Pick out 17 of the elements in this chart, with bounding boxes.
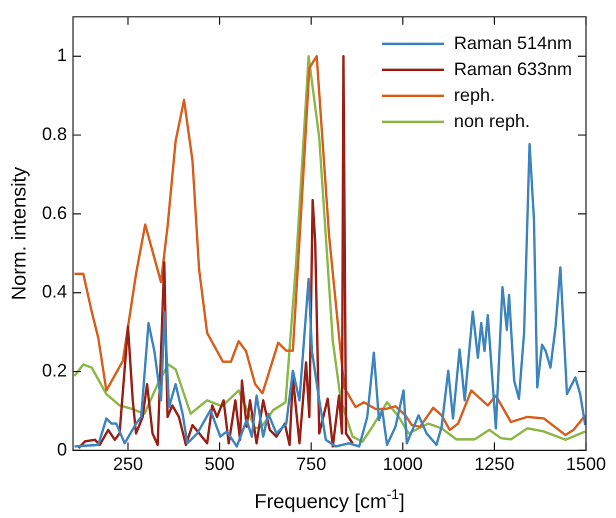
y-tick-label: 0.6 bbox=[42, 202, 68, 223]
x-tick-label: 750 bbox=[296, 454, 326, 474]
y-tick-label: 1 bbox=[57, 45, 68, 66]
x-tick-label: 1000 bbox=[382, 454, 423, 474]
y-tick-label: 0.4 bbox=[42, 282, 68, 302]
x-tick-label: 1250 bbox=[474, 454, 514, 474]
legend-label: Raman 514nm bbox=[454, 32, 572, 53]
y-axis-title: Norm. intensity bbox=[8, 166, 31, 300]
legend-label: non reph. bbox=[454, 110, 530, 131]
x-tick-label: 250 bbox=[112, 454, 144, 474]
x-tick-label: 500 bbox=[204, 454, 235, 474]
x-tick-label: 1500 bbox=[566, 454, 606, 474]
legend-label: Raman 633nm bbox=[454, 58, 572, 79]
y-tick-label: 0 bbox=[57, 439, 68, 460]
legend-label: reph. bbox=[454, 84, 495, 105]
y-tick-label: 0.8 bbox=[42, 124, 68, 144]
y-tick-label: 0.2 bbox=[42, 360, 68, 381]
